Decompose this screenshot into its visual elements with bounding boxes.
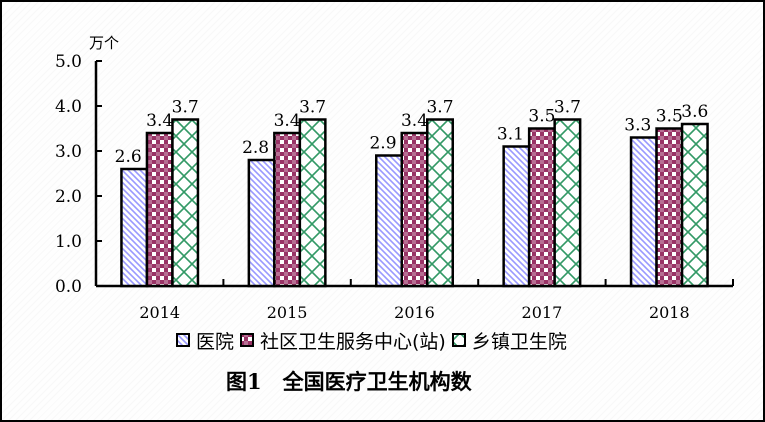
bar-township [553,118,582,288]
x-tick-label: 2016 [394,303,435,322]
x-tick-label: 2014 [139,303,180,322]
bar-community [400,131,429,288]
chart-title: 图1 全国医疗卫生机构数 [226,369,472,394]
y-tick-label: 3.0 [55,142,82,162]
data-label: 3.7 [426,98,453,118]
legend-swatch-hospital-icon [176,333,190,347]
data-label: 3.4 [274,111,301,131]
x-tick-label: 2015 [267,303,308,322]
bar-township [298,118,327,288]
data-label: 3.5 [656,107,683,127]
data-label: 3.4 [146,111,173,131]
data-label: 2.8 [242,138,269,158]
bar-township [171,118,200,288]
bar-hospital [375,154,403,288]
legend-swatch-community-icon [240,333,255,347]
bar-hospital [502,145,531,288]
y-tick-label: 1.0 [55,232,82,252]
data-label: 2.6 [115,147,142,167]
legend-item-hospital: 医院 [176,327,234,354]
y-axis-unit-label: 万个 [89,34,120,52]
data-label: 3.6 [681,102,708,122]
legend-swatch-township-icon [451,333,466,347]
bar-community [655,127,684,288]
bar-community [145,131,174,288]
data-label: 3.7 [172,98,199,118]
legend-item-community: 社区卫生服务中心(站) [240,327,446,354]
data-label: 3.3 [624,116,651,136]
bar-community [273,131,302,288]
chart-legend: 医院 社区卫生服务中心(站) 乡镇卫生院 [176,327,573,354]
y-tick-label: 5.0 [55,52,82,72]
legend-item-township: 乡镇卫生院 [451,327,567,354]
bar-community [527,127,556,288]
bar-hospital [247,158,276,288]
y-tick-label: 0.0 [55,277,82,297]
data-label: 3.4 [401,111,428,131]
data-label: 2.9 [369,134,396,154]
x-tick-label: 2018 [649,303,690,322]
y-tick-label: 4.0 [55,97,82,117]
data-label: 3.1 [497,125,524,145]
legend-label: 医院 [196,330,235,353]
y-tick-label: 2.0 [55,187,82,207]
legend-label: 社区卫生服务中心(站) [260,330,446,353]
bar-hospital [120,167,149,288]
bar-township [680,122,709,288]
data-label: 3.5 [528,107,555,127]
data-label: 3.7 [554,98,581,118]
bar-township [426,118,454,288]
data-label: 3.7 [299,98,326,118]
legend-label: 乡镇卫生院 [471,330,567,353]
bar-hospital [629,136,658,288]
x-tick-label: 2017 [522,303,563,322]
